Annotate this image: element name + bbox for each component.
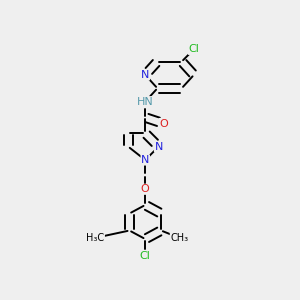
Text: CH₃: CH₃ [170,233,188,243]
Text: Cl: Cl [140,251,151,261]
Text: O: O [141,184,150,194]
Text: N: N [141,70,149,80]
Text: H₃C: H₃C [86,233,104,243]
Text: O: O [159,118,168,128]
Text: Cl: Cl [188,44,199,54]
Text: HN: HN [137,97,154,107]
Text: N: N [141,155,149,165]
Text: N: N [154,142,163,152]
